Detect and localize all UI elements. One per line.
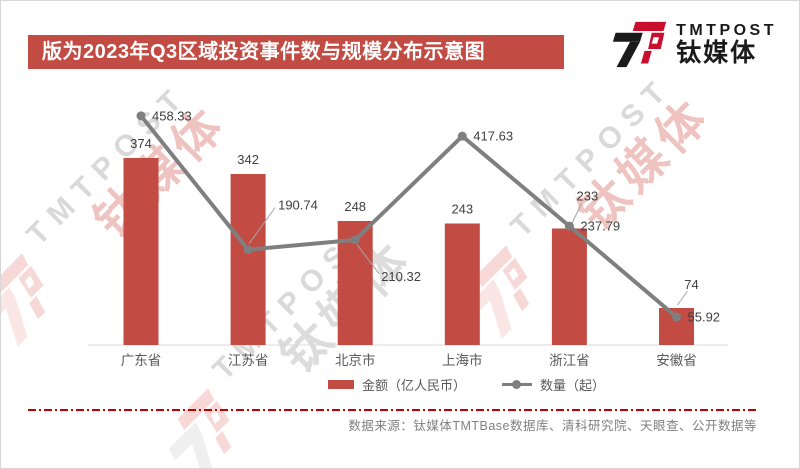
red-dashdot-divider (28, 409, 759, 411)
x-axis-label: 浙江省 (549, 353, 590, 368)
line-value-label: 458.33 (152, 108, 192, 123)
legend-bar-swatch-icon (328, 380, 354, 389)
bar-label-leader-line (677, 290, 688, 306)
count-line (139, 114, 678, 319)
bar-value-label: 342 (237, 152, 259, 167)
line-value-label: 55.92 (688, 310, 721, 325)
logo-brand-en: TMTPOST (676, 22, 777, 39)
bar-浙江省 (551, 228, 587, 345)
x-axis-label: 上海市 (442, 352, 483, 368)
bar-label-leader-line (570, 203, 582, 225)
legend-item-count: 数量（起） (502, 375, 605, 394)
bar-value-label: 374 (130, 136, 152, 151)
bar-value-label: 74 (684, 277, 698, 292)
line-marker (672, 312, 681, 322)
line-marker (457, 131, 467, 141)
legend-count-label: 数量（起） (540, 378, 606, 393)
x-axis-label: 广东省 (121, 353, 162, 368)
legend-line-swatch-icon (502, 380, 533, 389)
line-marker (243, 245, 253, 255)
chart-title-banner: 版为2023年Q3区域投资事件数与规模分布示意图 (28, 35, 564, 69)
line-marker (350, 235, 360, 245)
x-axis-label: 北京市 (335, 352, 376, 368)
line-label-leader-line (248, 207, 276, 244)
line-value-label: 417.63 (473, 129, 513, 144)
bar-江苏省 (230, 174, 266, 345)
line-value-label: 190.74 (278, 198, 318, 213)
line-marker (564, 221, 574, 231)
line-value-label: 237.79 (580, 219, 620, 234)
tmtpost-logo: TMTPOST 钛媒体 (612, 20, 777, 69)
line-label-leader-line (356, 244, 380, 275)
bar-value-label: 248 (344, 199, 366, 214)
bar-上海市 (444, 223, 480, 345)
bar-value-label: 233 (577, 189, 599, 204)
line-value-label: 210.32 (381, 269, 421, 284)
legend-item-amount: 金额（亿人民币） (328, 375, 466, 394)
legend-amount-label: 金额（亿人民币） (362, 378, 467, 393)
bar-广东省 (123, 158, 159, 345)
chart-legend: 金额（亿人民币） 数量（起） (328, 375, 605, 394)
line-marker (136, 111, 146, 121)
logo-brand-cn: 钛媒体 (676, 39, 758, 67)
bar-value-label: 243 (451, 202, 473, 217)
data-source-note: 数据来源：钛媒体TMTBase数据库、清科研究院、天眼查、公开数据等 (348, 419, 757, 433)
x-axis-label: 江苏省 (228, 353, 269, 368)
x-axis-label: 安徽省 (656, 353, 697, 368)
tmtpost-logo-icon (612, 21, 667, 68)
